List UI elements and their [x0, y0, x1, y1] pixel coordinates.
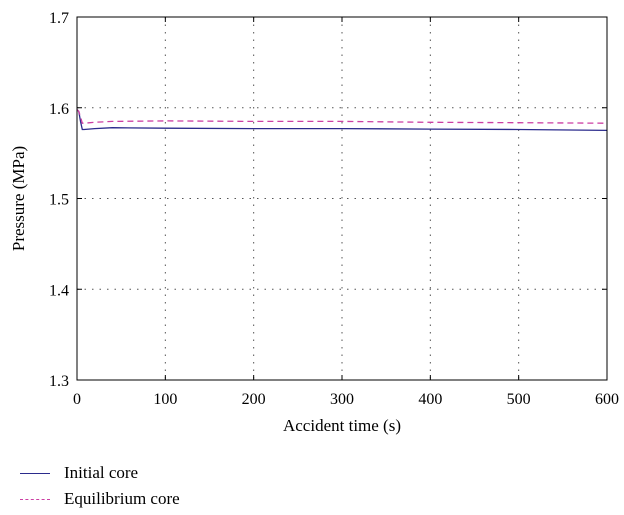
y-tick-label: 1.6 — [49, 101, 69, 118]
y-tick-label: 1.3 — [49, 373, 69, 390]
x-tick-label: 100 — [153, 391, 177, 408]
legend: Initial core Equilibrium core — [20, 460, 180, 512]
series-line-equilibrium-core — [76, 109, 608, 124]
x-tick-label: 400 — [418, 391, 442, 408]
x-tick-label: 500 — [507, 391, 531, 408]
legend-item-initial-core: Initial core — [20, 460, 180, 486]
y-tick-label: 1.5 — [49, 192, 69, 209]
x-tick-label: 600 — [595, 391, 619, 408]
legend-label-initial-core: Initial core — [64, 463, 139, 482]
series-lines — [76, 109, 608, 132]
x-tick-label: 200 — [242, 391, 266, 408]
legend-swatch-initial-core — [20, 472, 50, 474]
grid-lines — [77, 17, 607, 380]
y-tick-label: 1.7 — [49, 10, 69, 27]
x-tick-label: 300 — [330, 391, 354, 408]
legend-label-equilibrium-core: Equilibrium core — [64, 489, 180, 508]
x-tick-label: 0 — [73, 391, 81, 408]
axis-ticks: 0 100 200 300 400 500 600 1.3 1.4 1.5 1.6 1.7 — [49, 10, 619, 408]
legend-item-equilibrium-core: Equilibrium core — [20, 486, 180, 512]
series-line-initial-core — [76, 109, 608, 132]
y-axis-label: Pressure (MPa) — [9, 146, 28, 251]
y-tick-label: 1.4 — [49, 282, 69, 299]
x-axis-label: Accident time (s) — [283, 416, 401, 435]
legend-swatch-equilibrium-core — [20, 498, 50, 500]
